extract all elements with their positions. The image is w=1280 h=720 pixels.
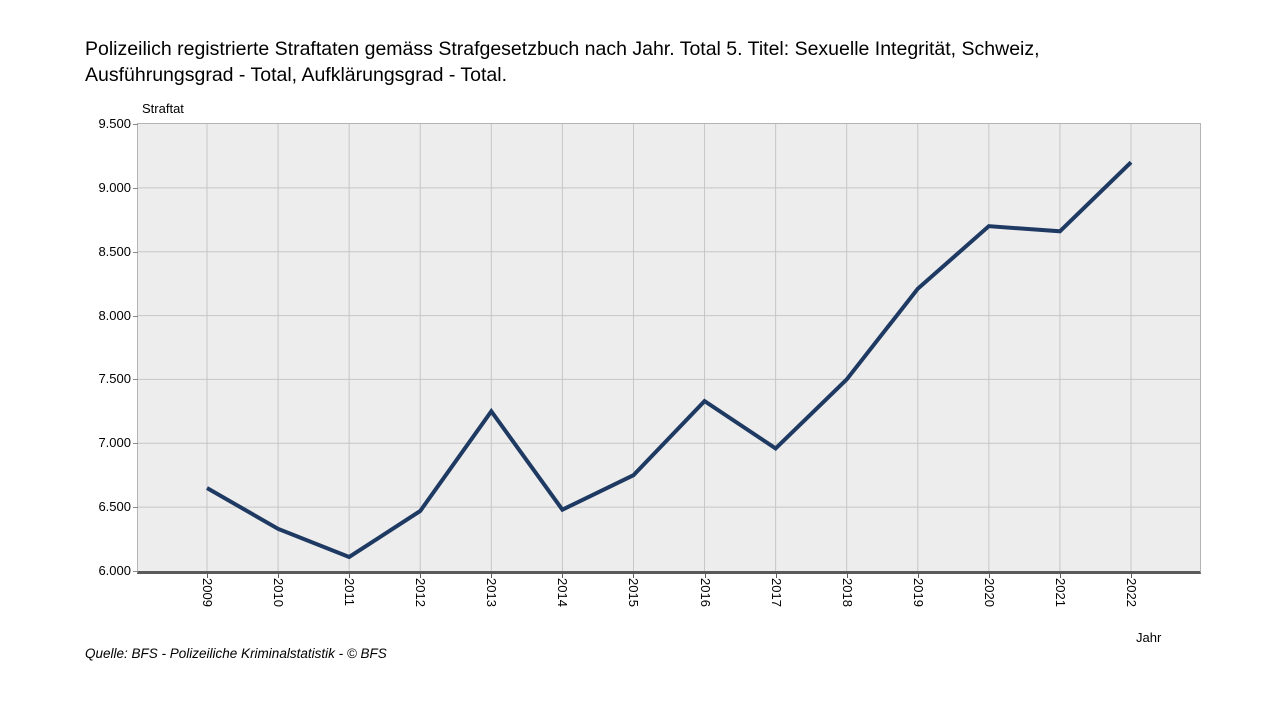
x-tick-label: 2011: [342, 578, 358, 606]
x-tick-mark: [1059, 574, 1061, 578]
x-tick-mark: [846, 574, 848, 578]
x-tick-label: 2022: [1124, 578, 1139, 607]
x-tick-label: 2013: [484, 578, 500, 607]
x-tick-mark: [562, 574, 564, 578]
x-tick-label: 2020: [981, 578, 997, 607]
x-tick-mark: [704, 574, 706, 578]
y-tick-label: 9.000: [98, 179, 131, 195]
x-tick-label: 2012: [413, 578, 429, 607]
x-tick-label: 2014: [555, 578, 571, 607]
y-tick-mark: [133, 507, 138, 509]
x-tick-mark: [349, 574, 351, 578]
y-tick-mark: [133, 187, 138, 189]
x-tick-mark: [420, 574, 422, 578]
x-tick-label: 2017: [768, 578, 784, 607]
y-tick-mark: [133, 251, 138, 253]
plot-svg: [138, 124, 1200, 571]
y-tick-label: 8.000: [98, 307, 131, 323]
x-axis-title: Jahr: [1136, 630, 1162, 645]
y-tick-mark: [133, 124, 138, 125]
source-note: Quelle: BFS - Polizeiliche Kriminalstati…: [85, 646, 387, 661]
x-tick-label: 2021: [1052, 578, 1068, 607]
chart-title: Polizeilich registrierte Straftaten gemä…: [85, 38, 1040, 86]
x-tick-mark: [1131, 574, 1132, 578]
x-tick-label: 2015: [626, 578, 642, 607]
data-series-line: [206, 160, 1133, 560]
x-tick-mark: [491, 574, 493, 578]
y-tick-label: 9.500: [98, 116, 131, 131]
x-tick-label: 2016: [697, 578, 713, 607]
y-tick-mark: [133, 315, 138, 317]
y-axis-title: Straftat: [142, 101, 184, 116]
plot-area: [137, 123, 1201, 574]
y-tick-mark: [133, 379, 138, 381]
x-tick-mark: [775, 574, 777, 578]
y-tick-label: 6.000: [98, 563, 131, 578]
x-tick-mark: [633, 574, 635, 578]
x-tick-label: 2009: [200, 578, 215, 607]
y-tick-mark: [133, 571, 138, 572]
x-tick-mark: [207, 574, 208, 578]
y-tick-label: 6.500: [98, 499, 131, 515]
x-tick-mark: [278, 574, 280, 578]
x-tick-label: 2018: [839, 578, 855, 607]
y-tick-label: 7.500: [98, 371, 131, 387]
y-tick-label: 8.500: [98, 243, 131, 259]
x-tick-mark: [917, 574, 919, 578]
x-tick-mark: [988, 574, 990, 578]
y-tick-label: 7.000: [98, 435, 131, 451]
x-tick-label: 2019: [910, 578, 926, 607]
x-tick-label: 2010: [271, 578, 287, 607]
y-tick-mark: [133, 443, 138, 445]
